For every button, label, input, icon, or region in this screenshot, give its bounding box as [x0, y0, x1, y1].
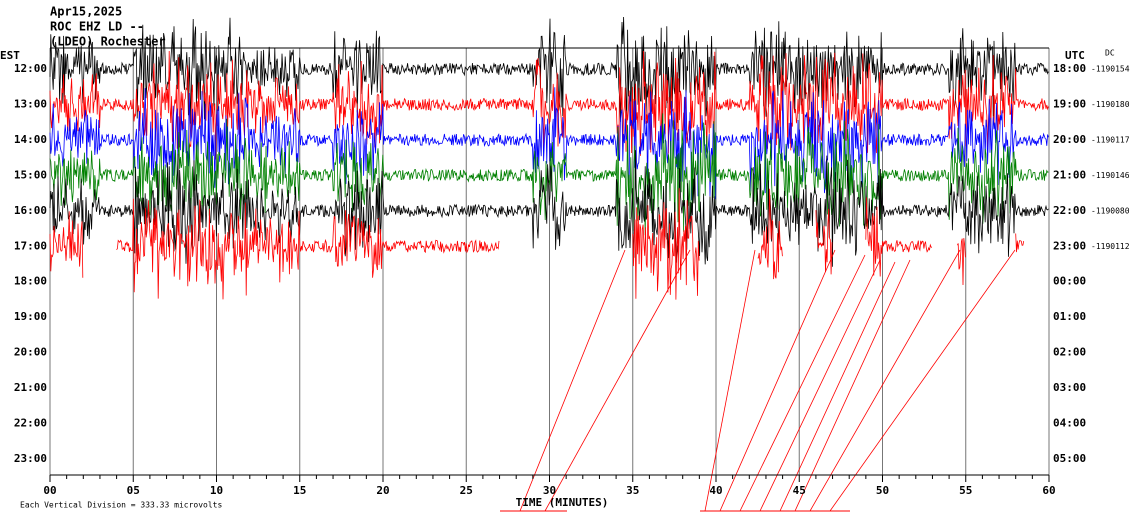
trace: [49, 150, 1049, 267]
trace: [957, 238, 966, 286]
right-label: 00:00: [1053, 275, 1086, 288]
left-label: 13:00: [14, 97, 47, 110]
station: ROC EHZ LD --: [50, 20, 144, 34]
x-tick-label: 15: [293, 484, 306, 497]
trace: [898, 240, 933, 253]
x-axis-title: TIME (MINUTES): [516, 496, 609, 509]
right-label: 19:00: [1053, 97, 1086, 110]
trace: [49, 50, 1049, 165]
x-tick-label: 50: [876, 484, 889, 497]
traces: [49, 16, 1050, 512]
left-label: 19:00: [14, 310, 47, 323]
footer: Each Vertical Division = 333.33 microvol…: [20, 501, 222, 510]
dc-offset: -1190112: [1091, 242, 1130, 251]
dc-offset: -1190146: [1091, 171, 1130, 180]
trace: [116, 198, 500, 300]
date: Apr15,2025: [50, 5, 122, 19]
trace: [49, 211, 84, 278]
x-tick-label: 60: [1042, 484, 1055, 497]
right-label: 20:00: [1053, 133, 1086, 146]
left-label: 21:00: [14, 381, 47, 394]
right-label: 02:00: [1053, 346, 1086, 359]
right-label: 23:00: [1053, 239, 1086, 252]
right-label: 01:00: [1053, 310, 1086, 323]
x-tick-label: 30: [543, 484, 556, 497]
x-tick-label: 40: [709, 484, 722, 497]
left-label: 18:00: [14, 275, 47, 288]
x-tick-label: 00: [43, 484, 56, 497]
right-axis-title: UTC: [1065, 49, 1085, 62]
event-line: [544, 249, 691, 512]
event-line: [719, 249, 836, 512]
x-tick-label: 05: [127, 484, 140, 497]
right-label: 03:00: [1053, 381, 1086, 394]
left-label: 17:00: [14, 239, 47, 252]
network: (LDEO) Rochester: [50, 35, 166, 49]
right-label: 04:00: [1053, 417, 1086, 430]
trace: [632, 188, 700, 300]
trace: [1015, 233, 1025, 253]
event-line: [779, 261, 896, 512]
x-tick-label: 10: [210, 484, 223, 497]
event-line: [794, 259, 911, 512]
trace: [49, 87, 1049, 201]
right-label: 05:00: [1053, 452, 1086, 465]
left-label: 15:00: [14, 168, 47, 181]
trace: [865, 197, 899, 277]
event-line: [829, 249, 1016, 512]
left-label: 16:00: [14, 204, 47, 217]
x-tick-label: 20: [376, 484, 389, 497]
x-tick-label: 35: [626, 484, 639, 497]
event-line: [759, 259, 881, 512]
dc-label: DC: [1105, 49, 1115, 58]
trace: [815, 208, 833, 275]
event-line: [704, 249, 756, 512]
dc-offset: -1190154: [1091, 65, 1130, 74]
event-line: [519, 249, 626, 512]
dc-offset: -1190180: [1091, 100, 1130, 109]
left-label: 20:00: [14, 346, 47, 359]
left-label: 23:00: [14, 452, 47, 465]
right-label: 18:00: [1053, 62, 1086, 75]
left-label: 12:00: [14, 62, 47, 75]
dc-offset: -1190080: [1091, 206, 1130, 215]
x-tick-label: 45: [793, 484, 806, 497]
right-label: 21:00: [1053, 168, 1086, 181]
left-label: 14:00: [14, 133, 47, 146]
x-tick-label: 55: [959, 484, 972, 497]
trace: [757, 188, 783, 280]
left-label: 22:00: [14, 417, 47, 430]
dc-offset: -1190117: [1091, 135, 1130, 144]
event-line: [739, 254, 866, 512]
right-label: 22:00: [1053, 204, 1086, 217]
x-tick-label: 25: [460, 484, 473, 497]
left-axis-title: EST: [0, 49, 20, 62]
event-line: [809, 249, 961, 512]
